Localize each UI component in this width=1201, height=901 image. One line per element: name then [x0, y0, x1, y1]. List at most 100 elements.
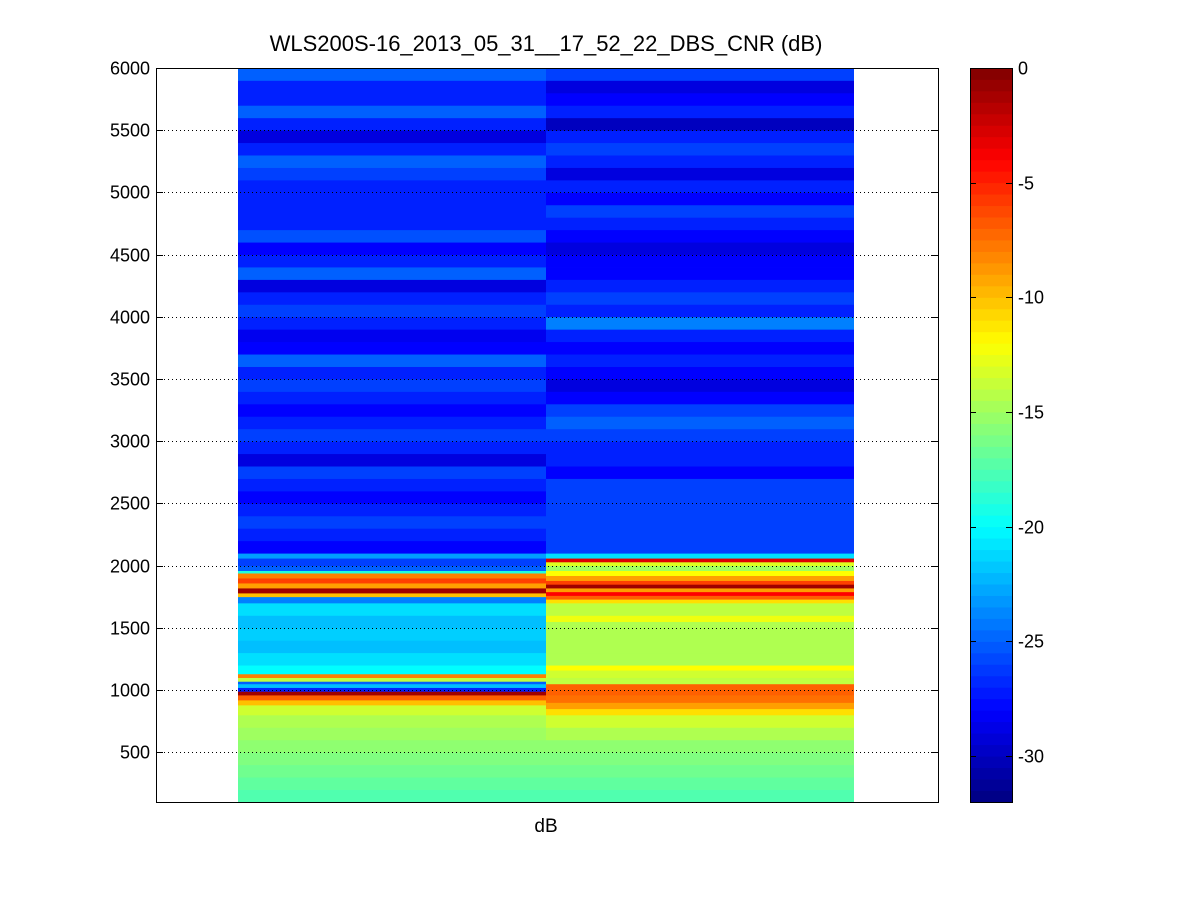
colorbar-swatch	[970, 779, 1012, 791]
heatmap-cell	[238, 665, 546, 675]
heatmap-cell	[238, 229, 546, 243]
y-tick-label: 4000	[110, 308, 150, 328]
heatmap-cell	[238, 478, 546, 492]
colorbar-swatch	[970, 354, 1012, 367]
heatmap-cell	[238, 341, 546, 355]
heatmap-cell	[546, 602, 854, 616]
x-axis-label: dB	[534, 816, 557, 837]
y-tick-label: 6000	[110, 59, 150, 79]
heatmap-cell	[546, 478, 854, 492]
colorbar-swatch	[970, 79, 1012, 92]
heatmap-cell	[546, 727, 854, 741]
heatmap-cell	[546, 254, 854, 268]
colorbar-swatch	[970, 343, 1012, 356]
colorbar-swatch	[970, 217, 1012, 229]
colorbar-ticks: 0 -5 -10 -15 -20 -25 -30	[970, 59, 1044, 767]
heatmap-cell	[238, 540, 546, 554]
colorbar-swatch	[970, 595, 1012, 608]
heatmap-cell	[546, 708, 854, 716]
heatmap-cell	[238, 677, 546, 682]
heatmap-cell	[238, 515, 546, 529]
heatmap-cell	[238, 391, 546, 405]
heatmap-cell	[238, 354, 546, 367]
colorbar-swatch	[970, 125, 1012, 138]
heatmap-cell	[238, 416, 546, 430]
heatmap-cell	[238, 727, 546, 741]
colorbar-swatch	[970, 790, 1012, 803]
heatmap-cell	[546, 130, 854, 144]
heatmap-cell	[546, 595, 854, 600]
colorbar-swatch	[970, 767, 1012, 780]
colorbar-swatch	[970, 744, 1012, 757]
colorbar-swatch	[970, 194, 1012, 207]
colorbar-swatch	[970, 182, 1012, 195]
colorbar-swatch	[970, 698, 1012, 711]
heatmap-cell	[546, 92, 854, 106]
heatmap-cell	[546, 379, 854, 392]
heatmap-cell	[238, 316, 546, 330]
heatmap-cell	[238, 699, 546, 706]
colorbar-tick-label: -30	[1018, 747, 1044, 767]
heatmap-cell	[238, 570, 546, 574]
heatmap-cell	[546, 341, 854, 355]
colorbar-tick-label: 0	[1018, 59, 1028, 79]
heatmap-cell	[546, 702, 854, 710]
colorbar-swatch	[970, 572, 1012, 585]
heatmap-cell	[546, 304, 854, 318]
heatmap-cell	[238, 403, 546, 417]
colorbar-swatch	[970, 710, 1012, 723]
colorbar-swatch	[970, 274, 1012, 287]
heatmap-cell	[238, 279, 546, 293]
heatmap-cell	[546, 503, 854, 517]
heatmap-cell	[238, 490, 546, 504]
colorbar-swatch	[970, 515, 1012, 528]
heatmap-cell	[546, 453, 854, 467]
colorbar-swatch	[970, 549, 1012, 562]
heatmap-cell	[546, 561, 854, 567]
heatmap-cell	[238, 681, 546, 685]
heatmap-cell	[238, 652, 546, 666]
colorbar-swatch	[970, 297, 1012, 310]
heatmap-cell	[238, 92, 546, 106]
heatmap-cell	[546, 490, 854, 504]
heatmap-cell	[238, 588, 546, 594]
heatmap-cell	[546, 714, 854, 728]
colorbar-swatch	[970, 285, 1012, 298]
colorbar-swatch	[970, 641, 1012, 654]
heatmap-cell	[546, 441, 854, 455]
heatmap-cell	[238, 583, 546, 589]
colorbar-swatch	[970, 400, 1012, 413]
heatmap-cell	[546, 204, 854, 218]
colorbar-swatch	[970, 584, 1012, 596]
y-tick-label: 1000	[110, 681, 150, 701]
heatmap-cell	[546, 391, 854, 405]
heatmap-cell	[546, 142, 854, 156]
heatmap-cell	[546, 615, 854, 623]
colorbar-swatch	[970, 457, 1012, 470]
heatmap-cell	[238, 291, 546, 305]
colorbar-swatch	[970, 240, 1012, 252]
heatmap-cell	[546, 267, 854, 280]
colorbar-swatch	[970, 68, 1012, 80]
colorbar-swatch	[970, 251, 1012, 264]
heatmap-cell	[546, 354, 854, 367]
heatmap-cell	[238, 466, 546, 479]
y-tick-label: 2500	[110, 494, 150, 514]
colorbar-swatch	[970, 492, 1012, 505]
heatmap-cell	[546, 179, 854, 193]
colorbar-swatch	[970, 90, 1012, 103]
colorbar-swatch	[970, 148, 1012, 161]
colorbar-tick-label: -20	[1018, 518, 1044, 538]
heatmap-cell	[238, 366, 546, 380]
heatmap-cell	[238, 573, 546, 579]
heatmap-cell	[546, 640, 854, 654]
colorbar-swatch	[970, 503, 1012, 516]
y-tick-label: 5500	[110, 121, 150, 141]
heatmap-cell	[546, 588, 854, 593]
colorbar-tick-label: -25	[1018, 632, 1044, 652]
heatmap-cell	[546, 515, 854, 529]
colorbar-swatch	[970, 136, 1012, 149]
heatmap-cell	[238, 695, 546, 701]
colorbar-swatch	[970, 228, 1012, 241]
heatmap-cell	[238, 640, 546, 654]
